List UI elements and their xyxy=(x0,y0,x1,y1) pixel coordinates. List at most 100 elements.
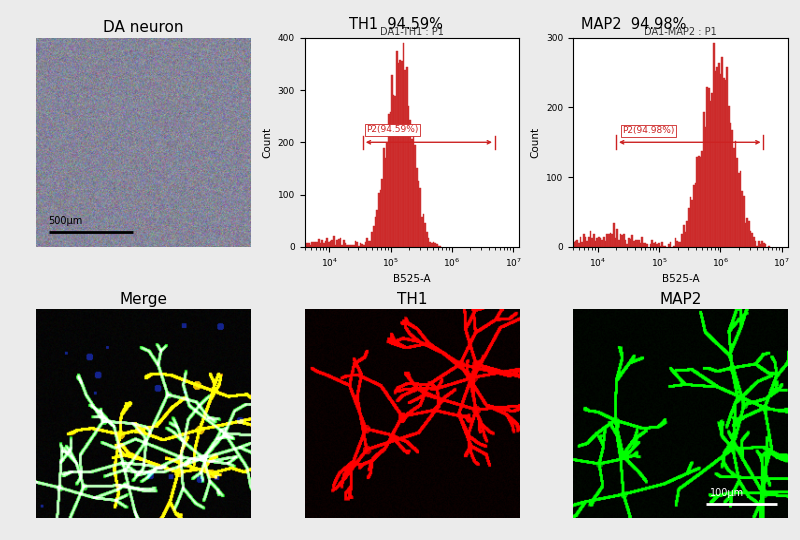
Bar xyxy=(617,228,618,247)
Bar xyxy=(680,242,682,247)
Bar xyxy=(694,184,696,247)
Bar xyxy=(720,73,722,247)
Bar xyxy=(390,112,391,247)
Bar xyxy=(438,246,439,247)
Bar xyxy=(718,63,720,247)
Bar xyxy=(645,244,646,247)
Bar xyxy=(736,158,738,247)
Bar xyxy=(660,246,662,247)
Bar xyxy=(618,240,620,247)
Bar xyxy=(323,243,325,247)
Bar xyxy=(637,240,638,247)
Title: TH1: TH1 xyxy=(397,292,427,307)
Bar xyxy=(640,244,642,247)
Bar xyxy=(702,151,703,247)
X-axis label: B525-A: B525-A xyxy=(393,274,431,285)
Bar xyxy=(600,238,602,247)
Bar xyxy=(754,241,756,247)
Bar xyxy=(406,67,408,247)
Bar xyxy=(711,93,713,247)
Bar xyxy=(383,147,385,247)
Bar xyxy=(642,237,643,247)
Bar xyxy=(710,101,711,247)
Bar xyxy=(638,240,640,247)
Text: MAP2  94.98%: MAP2 94.98% xyxy=(581,17,686,32)
Bar xyxy=(426,233,428,247)
Text: P2(94.98%): P2(94.98%) xyxy=(622,126,674,136)
Bar xyxy=(676,241,678,247)
Title: DA1-MAP2 : P1: DA1-MAP2 : P1 xyxy=(644,27,717,37)
Bar xyxy=(381,179,383,247)
Bar xyxy=(673,246,674,247)
Bar xyxy=(350,245,351,247)
Bar xyxy=(658,244,660,247)
Bar xyxy=(363,245,365,247)
Bar xyxy=(416,168,418,247)
Bar xyxy=(421,217,423,247)
Bar xyxy=(414,145,416,247)
Bar xyxy=(346,245,348,247)
Bar xyxy=(763,244,765,247)
Bar xyxy=(643,244,645,247)
Bar xyxy=(391,76,393,247)
Y-axis label: Count: Count xyxy=(530,127,541,158)
Bar xyxy=(408,106,410,247)
Bar xyxy=(366,239,368,247)
Bar xyxy=(343,240,345,247)
Bar xyxy=(439,246,441,247)
Bar xyxy=(310,245,311,247)
Bar xyxy=(325,241,326,247)
Bar xyxy=(331,240,333,247)
Bar xyxy=(333,236,334,247)
Bar xyxy=(365,242,366,247)
Text: 500μm: 500μm xyxy=(49,217,83,226)
Bar xyxy=(586,241,588,247)
Bar xyxy=(740,171,742,247)
Bar xyxy=(743,196,745,247)
Bar xyxy=(646,245,648,247)
Bar xyxy=(685,232,686,247)
Bar xyxy=(590,231,591,247)
Bar xyxy=(726,67,728,247)
Bar xyxy=(753,237,754,247)
X-axis label: B525-A: B525-A xyxy=(662,274,699,285)
Bar xyxy=(728,106,730,247)
Bar xyxy=(745,223,746,247)
Bar xyxy=(657,245,658,247)
Bar xyxy=(394,97,396,247)
Bar xyxy=(371,232,373,247)
Bar xyxy=(370,241,371,247)
Bar xyxy=(683,225,685,247)
Bar xyxy=(359,243,361,247)
Bar xyxy=(758,241,760,247)
Bar xyxy=(597,238,598,247)
Bar xyxy=(386,143,388,247)
Bar xyxy=(403,43,405,247)
Bar xyxy=(625,240,626,247)
Bar xyxy=(405,70,406,247)
Bar xyxy=(620,234,622,247)
Bar xyxy=(419,188,421,247)
Bar xyxy=(760,245,762,247)
Bar xyxy=(605,241,606,247)
Bar xyxy=(670,242,671,247)
Bar xyxy=(339,238,342,247)
Bar xyxy=(342,245,343,247)
Bar xyxy=(385,158,386,247)
Bar xyxy=(358,246,359,247)
Bar xyxy=(686,221,688,247)
Bar xyxy=(313,242,314,247)
Bar xyxy=(583,234,585,247)
Bar xyxy=(738,173,740,247)
Bar xyxy=(751,233,753,247)
Bar xyxy=(379,190,381,247)
Bar xyxy=(433,242,434,247)
Bar xyxy=(623,234,625,247)
Bar xyxy=(611,234,613,247)
Bar xyxy=(653,244,654,247)
Bar xyxy=(361,244,363,247)
Bar xyxy=(682,234,683,247)
Bar xyxy=(733,148,734,247)
Bar xyxy=(588,237,590,247)
Bar xyxy=(338,239,339,247)
